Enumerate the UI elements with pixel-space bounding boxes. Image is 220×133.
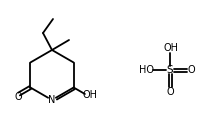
Text: N: N <box>48 95 56 105</box>
Text: O: O <box>14 92 22 101</box>
Text: O: O <box>187 65 195 75</box>
Text: OH: OH <box>163 43 178 53</box>
Text: S: S <box>167 65 173 75</box>
Text: OH: OH <box>82 90 97 100</box>
Text: HO: HO <box>139 65 154 75</box>
Text: O: O <box>166 87 174 97</box>
